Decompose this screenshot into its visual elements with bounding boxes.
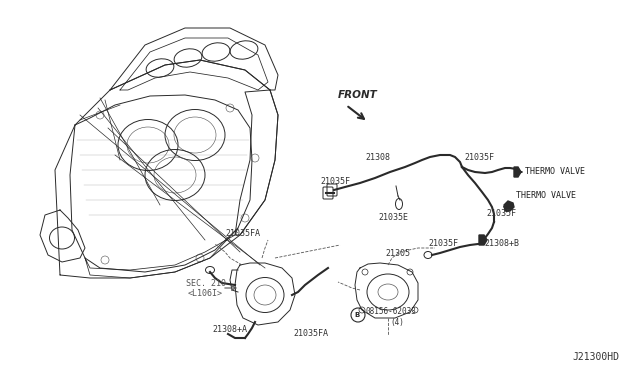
Text: FRONT: FRONT (338, 90, 378, 100)
Text: THERMO VALVE: THERMO VALVE (516, 192, 576, 201)
Text: 21035FA: 21035FA (293, 330, 328, 339)
Text: 21308: 21308 (365, 153, 390, 161)
Text: 21035F: 21035F (428, 240, 458, 248)
Text: THERMO VALVE: THERMO VALVE (525, 167, 585, 176)
Text: J21300HD: J21300HD (572, 352, 619, 362)
Text: B: B (355, 312, 360, 318)
Text: 21035F: 21035F (486, 209, 516, 218)
Circle shape (359, 307, 365, 313)
Text: 21035F: 21035F (464, 154, 494, 163)
Circle shape (412, 307, 418, 313)
Text: 21035F: 21035F (320, 177, 350, 186)
Text: 08156-62033: 08156-62033 (365, 308, 416, 317)
Text: 21035E: 21035E (378, 214, 408, 222)
Text: 21308+B: 21308+B (484, 238, 519, 247)
Polygon shape (479, 235, 487, 245)
Text: 21308+A: 21308+A (212, 326, 247, 334)
Polygon shape (504, 201, 514, 211)
Circle shape (362, 269, 368, 275)
Circle shape (407, 269, 413, 275)
Text: 21305: 21305 (385, 248, 410, 257)
Text: SEC. 210: SEC. 210 (186, 279, 226, 289)
Text: (4): (4) (390, 317, 404, 327)
Text: 21035FA: 21035FA (225, 230, 260, 238)
Polygon shape (514, 167, 521, 177)
Text: <L106I>: <L106I> (188, 289, 223, 298)
